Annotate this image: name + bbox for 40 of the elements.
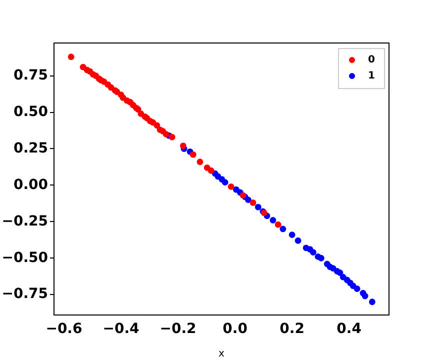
point <box>336 270 344 276</box>
point <box>244 196 252 203</box>
point <box>162 130 170 138</box>
point <box>168 134 176 140</box>
point <box>310 249 316 256</box>
x-tick-label: −0.4 <box>102 321 140 338</box>
x-tick-label: −0.2 <box>160 321 196 338</box>
y-tick-label: 0.75 <box>13 67 48 84</box>
x-tick-label: 0.2 <box>280 321 304 338</box>
y-tick-label: −0.25 <box>2 213 48 230</box>
x-tick-label: 0.4 <box>336 321 362 338</box>
point <box>280 226 286 232</box>
point <box>318 254 324 262</box>
y-tick-label: 0.50 <box>13 104 48 120</box>
y-tick-label: 0.25 <box>13 140 48 156</box>
point <box>250 200 256 206</box>
point <box>190 151 196 158</box>
point <box>222 179 228 186</box>
x-tick-label: −0.6 <box>46 321 82 338</box>
legend-label: 0 <box>368 54 375 66</box>
x-tick-label: 0.0 <box>222 321 248 338</box>
y-tick-label: −0.50 <box>2 250 48 266</box>
point <box>68 54 74 60</box>
point <box>288 232 296 238</box>
y-tick-label: 0.00 <box>13 176 48 193</box>
point <box>274 221 282 228</box>
point <box>180 142 186 150</box>
x-axis-title: x <box>218 348 225 360</box>
point <box>154 122 160 129</box>
point <box>196 158 204 166</box>
point <box>354 286 360 292</box>
legend-label: 1 <box>368 70 375 82</box>
point <box>362 292 368 300</box>
point <box>228 183 234 190</box>
point <box>270 217 276 224</box>
point <box>208 167 214 174</box>
point <box>368 298 376 306</box>
y-tick-label: −0.75 <box>2 286 48 302</box>
point <box>294 237 302 244</box>
point <box>254 204 262 210</box>
